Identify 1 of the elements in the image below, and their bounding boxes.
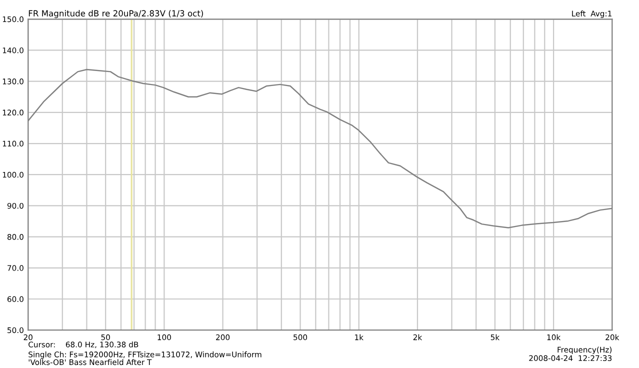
chart-title: FR Magnitude dB re 20uPa/2.83V (1/3 oct)	[28, 10, 203, 18]
